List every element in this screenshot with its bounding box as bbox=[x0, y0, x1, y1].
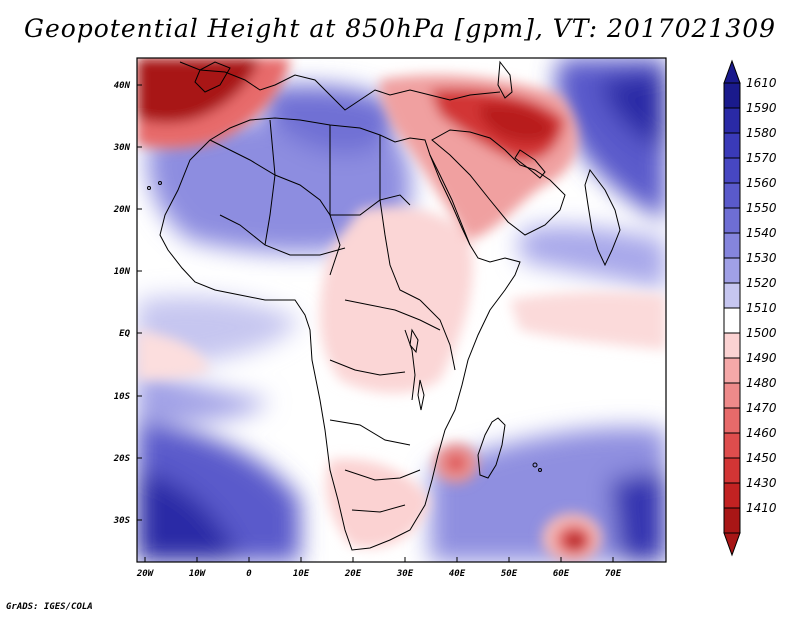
lon-tick-label: 60E bbox=[553, 569, 570, 579]
colorbar-label: 1510 bbox=[746, 301, 777, 315]
colorbar: 1610 1590 1580 1570 1560 1550 1540 1530 1520 1510… bbox=[723, 59, 777, 557]
map-title: Geopotential Height at 850hPa [gpm], VT:… bbox=[23, 14, 777, 43]
grads-credit: GrADS: IGES/COLA bbox=[6, 602, 93, 612]
lon-tick-label: 30E bbox=[396, 569, 414, 579]
colorbar-swatch bbox=[723, 132, 741, 159]
lat-tick-label: 30S bbox=[113, 516, 131, 526]
colorbar-label: 1480 bbox=[746, 376, 777, 390]
colorbar-swatch bbox=[723, 407, 741, 434]
lat-tick-label: 20S bbox=[113, 454, 131, 464]
height-field bbox=[137, 58, 666, 562]
colorbar-label: 1560 bbox=[746, 176, 777, 190]
colorbar-label: 1610 bbox=[746, 76, 777, 90]
colorbar-top-arrow bbox=[723, 59, 741, 84]
colorbar-label: 1580 bbox=[746, 126, 777, 140]
colorbar-swatch bbox=[723, 332, 741, 359]
colorbar-swatch bbox=[723, 357, 741, 384]
lat-tick-label: 40N bbox=[114, 81, 131, 91]
lon-tick-label: 20E bbox=[344, 569, 362, 579]
colorbar-swatch bbox=[723, 107, 741, 134]
colorbar-swatch bbox=[723, 507, 741, 534]
colorbar-swatch bbox=[723, 457, 741, 484]
colorbar-label: 1500 bbox=[746, 326, 777, 340]
lon-tick-label: 10W bbox=[189, 569, 207, 579]
colorbar-swatch bbox=[723, 182, 741, 209]
colorbar-swatch bbox=[723, 307, 741, 334]
lat-tick-label: 10S bbox=[114, 392, 131, 402]
colorbar-label: 1540 bbox=[746, 226, 777, 240]
lon-tick-label: 0 bbox=[246, 569, 252, 579]
lat-tick-label: 10N bbox=[114, 267, 131, 277]
colorbar-bottom-arrow bbox=[723, 532, 741, 557]
colorbar-label: 1490 bbox=[746, 351, 777, 365]
colorbar-swatch bbox=[723, 432, 741, 459]
lat-axis: 40N 30N 20N 10N EQ 10S 20S 30S bbox=[113, 81, 142, 526]
lon-tick-label: 70E bbox=[605, 569, 622, 579]
colorbar-label: 1550 bbox=[746, 201, 777, 215]
colorbar-swatch bbox=[723, 382, 741, 409]
lat-tick-label: EQ bbox=[119, 329, 130, 339]
lon-tick-label: 50E bbox=[501, 569, 518, 579]
lat-tick-label: 30N bbox=[113, 143, 131, 153]
colorbar-swatch bbox=[723, 82, 741, 109]
lon-axis: 20W 10W 0 10E 20E 30E 40E 50E 60E 70E bbox=[136, 557, 622, 579]
lon-tick-label: 20W bbox=[136, 569, 155, 579]
colorbar-swatch bbox=[723, 282, 741, 309]
colorbar-label: 1520 bbox=[746, 276, 777, 290]
lon-tick-label: 40E bbox=[449, 569, 466, 579]
colorbar-label: 1430 bbox=[746, 476, 777, 490]
colorbar-swatch bbox=[723, 232, 741, 259]
map-frame bbox=[136, 57, 667, 563]
colorbar-label: 1530 bbox=[746, 251, 777, 265]
colorbar-label: 1590 bbox=[746, 101, 777, 115]
colorbar-label: 1410 bbox=[746, 501, 777, 515]
colorbar-label: 1450 bbox=[746, 451, 777, 465]
colorbar-swatch bbox=[723, 257, 741, 284]
colorbar-label: 1460 bbox=[746, 426, 777, 440]
colorbar-label: 1470 bbox=[746, 401, 777, 415]
colorbar-swatch bbox=[723, 207, 741, 234]
coastlines bbox=[147, 60, 621, 551]
colorbar-swatch bbox=[723, 157, 741, 184]
colorbar-label: 1570 bbox=[746, 151, 777, 165]
lon-tick-label: 10E bbox=[293, 569, 310, 579]
lat-tick-label: 20N bbox=[113, 205, 131, 215]
colorbar-swatch bbox=[723, 482, 741, 509]
